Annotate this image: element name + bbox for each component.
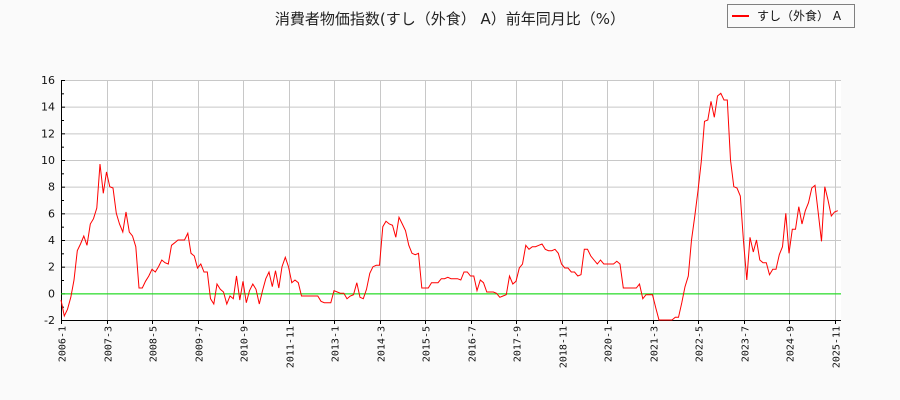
legend: すし（外食） A bbox=[727, 4, 855, 28]
chart-title: 消費者物価指数(すし（外食） A）前年同月比（%） bbox=[275, 10, 625, 28]
x-tick-label: 2009-7 bbox=[195, 326, 206, 362]
legend-box bbox=[727, 4, 855, 28]
grid bbox=[61, 80, 841, 321]
x-tick-label: 2007-3 bbox=[104, 326, 115, 362]
y-tick-label: 8 bbox=[48, 181, 55, 194]
x-tick-label: 2023-7 bbox=[741, 326, 752, 362]
x-tick-label: 2013-1 bbox=[331, 326, 342, 362]
y-tick-label: 12 bbox=[41, 127, 55, 140]
x-axis: 2006-1 2007-3 2008-5 2009-7 2010-9 2011-11 201… bbox=[58, 320, 843, 368]
x-tick-label: 2022-5 bbox=[695, 326, 706, 362]
x-tick-label: 2025-11 bbox=[832, 326, 843, 368]
x-tick-label: 2017-9 bbox=[513, 326, 524, 362]
y-tick-label: 6 bbox=[48, 207, 55, 220]
x-tick-label: 2011-11 bbox=[286, 326, 297, 368]
series-group bbox=[60, 92, 838, 321]
x-tick-label: 2015-5 bbox=[422, 326, 433, 362]
x-tick-label: 2010-9 bbox=[240, 326, 251, 362]
y-tick-label: 10 bbox=[41, 154, 55, 167]
x-tick-label: 2018-11 bbox=[559, 326, 570, 368]
series-line bbox=[60, 92, 838, 321]
x-tick-label: 2006-1 bbox=[58, 326, 69, 362]
y-tick-label: 4 bbox=[48, 234, 55, 247]
x-tick-label: 2014-3 bbox=[377, 326, 388, 362]
y-tick-label: 2 bbox=[48, 261, 55, 274]
x-tick-label: 2016-7 bbox=[468, 326, 479, 362]
x-tick-label: 2020-1 bbox=[604, 326, 615, 362]
x-tick-label: 2021-3 bbox=[650, 326, 661, 362]
y-tick-label: 0 bbox=[48, 287, 55, 300]
y-tick-label: -2 bbox=[44, 314, 55, 327]
y-tick-label: 16 bbox=[41, 74, 55, 87]
legend-label: すし（外食） A bbox=[757, 8, 842, 23]
y-axis: -2 0 2 4 6 8 10 12 14 16 bbox=[41, 74, 65, 327]
x-tick-label: 2024-9 bbox=[786, 326, 797, 362]
x-tick-label: 2008-5 bbox=[149, 326, 160, 362]
plot-area bbox=[61, 80, 841, 320]
y-tick-label: 14 bbox=[41, 101, 55, 114]
